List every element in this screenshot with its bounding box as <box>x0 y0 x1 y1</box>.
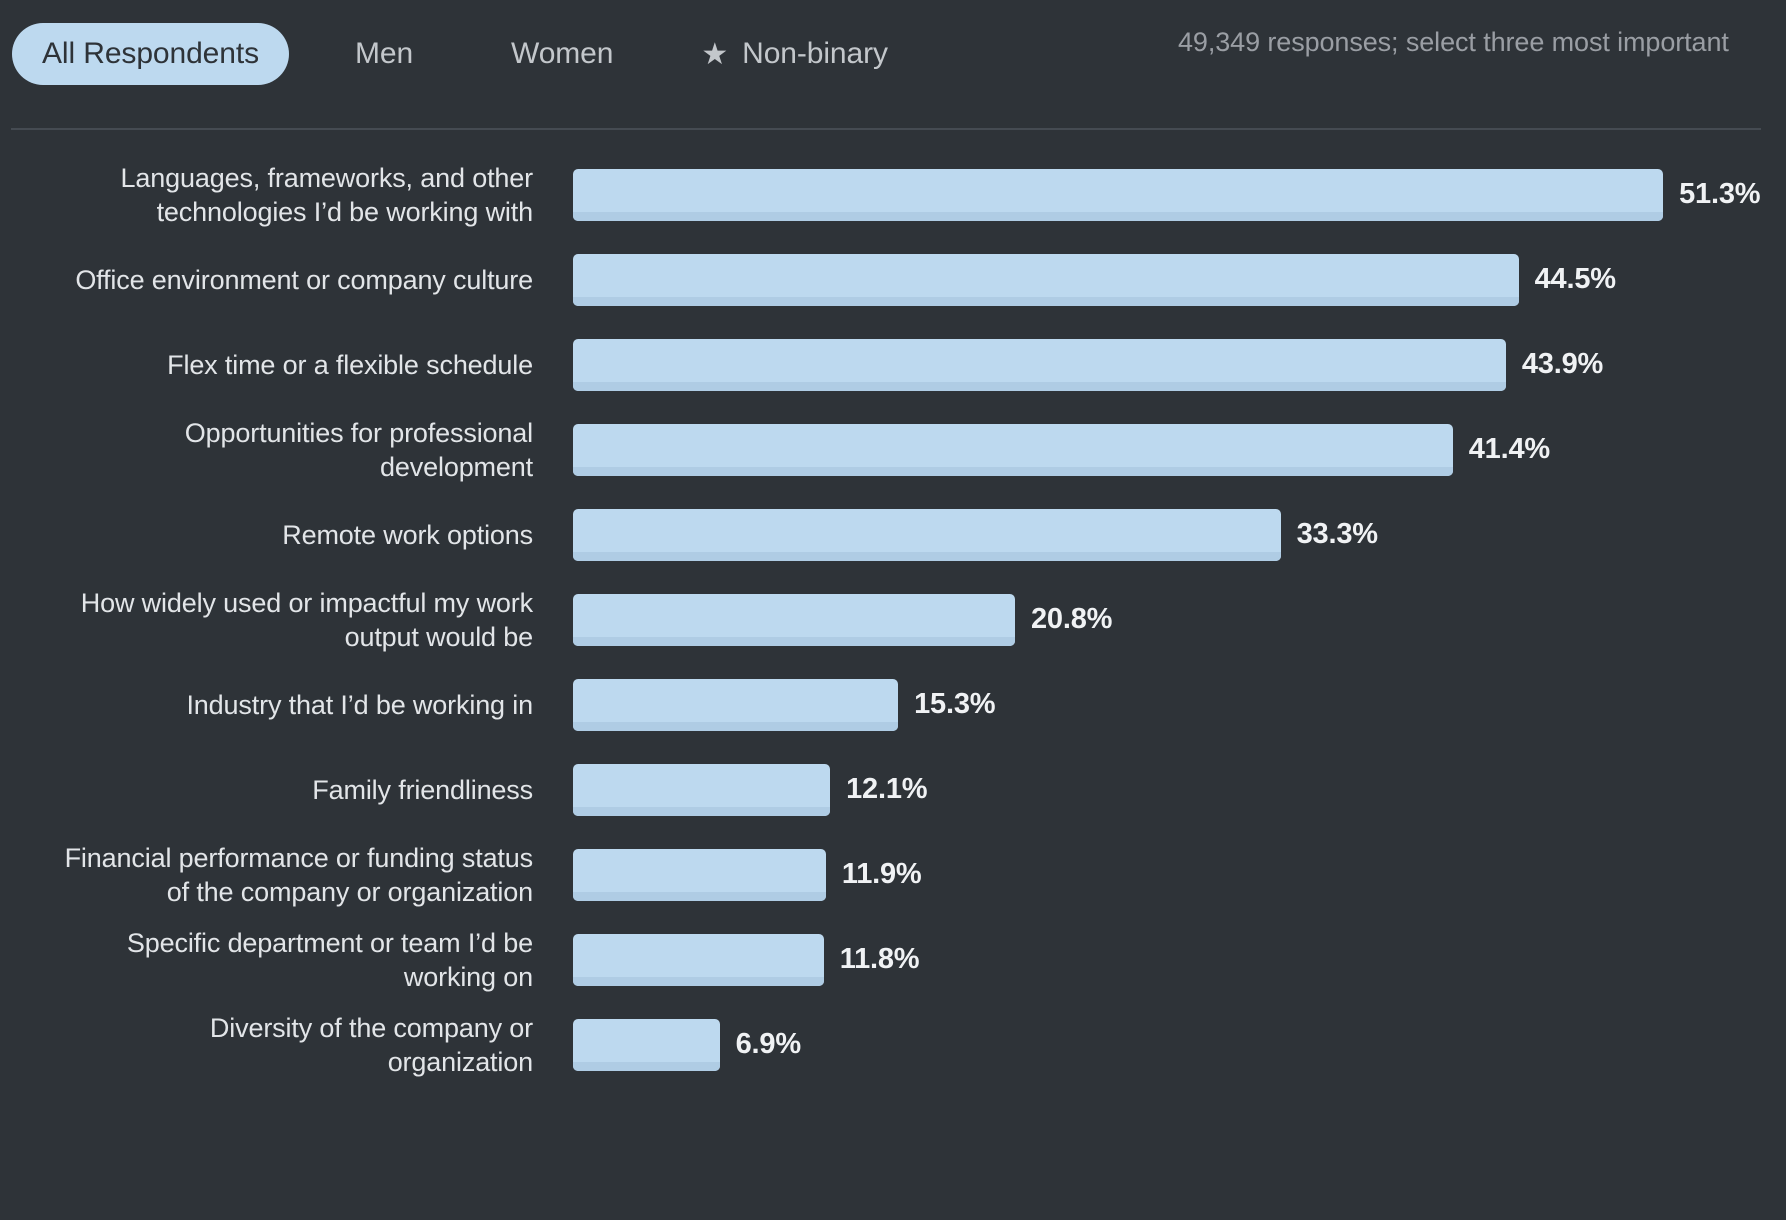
header-divider <box>11 128 1761 130</box>
bar-value-label: 43.9% <box>1521 348 1604 380</box>
tab-all-respondents[interactable]: All Respondents <box>12 23 289 85</box>
bar[interactable] <box>573 508 1281 561</box>
tab-men-label: Men <box>354 37 414 70</box>
bar-value-label: 41.4% <box>1468 433 1550 465</box>
bar[interactable] <box>573 933 824 986</box>
chart-row[interactable]: Flex time or a flexible schedule 43.9% <box>0 322 1786 407</box>
chart-row[interactable]: Family friendliness 12.1% <box>0 747 1786 832</box>
tab-men[interactable]: Men <box>325 23 443 85</box>
bar-category-label: Opportunities for professional developme… <box>184 417 533 482</box>
bar[interactable] <box>573 168 1664 221</box>
chart-row[interactable]: Diversity of the company or organization… <box>0 1002 1786 1087</box>
bar-category-label: Industry that I’d be working in <box>186 689 533 720</box>
bar[interactable] <box>573 338 1506 391</box>
star-icon: ★ <box>701 38 729 71</box>
bar-category-label: Office environment or company culture <box>75 264 533 295</box>
bar-category-label: Specific department or team I’d be worki… <box>126 927 533 992</box>
chart-row[interactable]: Industry that I’d be working in 15.3% <box>0 662 1786 747</box>
bar-container: 41.4% <box>573 423 1550 476</box>
bar[interactable] <box>573 423 1453 476</box>
horizontal-bar-chart: Languages, frameworks, and other technol… <box>0 152 1786 1087</box>
bar[interactable] <box>573 253 1519 306</box>
bar-value-label: 20.8% <box>1031 603 1113 635</box>
tab-women[interactable]: Women <box>481 23 643 85</box>
tab-women-label: Women <box>511 37 614 70</box>
tab-non-binary-label: Non-binary <box>742 37 888 70</box>
bar-category-label: Diversity of the company or organization <box>209 1012 533 1077</box>
bar[interactable] <box>573 678 899 731</box>
bar-value-label: 15.3% <box>914 688 996 720</box>
response-note: 49,349 responses; select three most impo… <box>1178 27 1729 57</box>
bar-container: 15.3% <box>573 678 996 731</box>
chart-row[interactable]: Financial performance or funding status … <box>0 832 1786 917</box>
bar-container: 33.3% <box>573 508 1378 561</box>
bar[interactable] <box>573 763 831 816</box>
tab-non-binary[interactable]: ★ Non-binary <box>671 23 918 85</box>
bar-category-label: Flex time or a flexible schedule <box>167 349 533 380</box>
bar-value-label: 11.8% <box>839 943 920 975</box>
chart-row[interactable]: Languages, frameworks, and other technol… <box>0 152 1786 237</box>
bar-container: 6.9% <box>573 1018 802 1071</box>
bar-container: 44.5% <box>573 253 1616 306</box>
bar-value-label: 33.3% <box>1296 518 1378 550</box>
bar[interactable] <box>573 593 1015 646</box>
chart-row[interactable]: Office environment or company culture 44.… <box>0 237 1786 322</box>
bar-value-label: 12.1% <box>846 773 928 805</box>
bar-value-label: 11.9% <box>841 858 922 890</box>
bar-category-label: Remote work options <box>282 519 533 550</box>
bar-value-label: 51.3% <box>1679 178 1761 210</box>
chart-row[interactable]: Specific department or team I’d be worki… <box>0 917 1786 1002</box>
chart-row[interactable]: Opportunities for professional developme… <box>0 407 1786 492</box>
bar-container: 51.3% <box>573 168 1761 221</box>
bar[interactable] <box>573 1018 720 1071</box>
bar-category-label: Family friendliness <box>312 774 533 805</box>
bar-container: 11.8% <box>573 933 920 986</box>
chart-row[interactable]: How widely used or impactful my work out… <box>0 577 1786 662</box>
chart-row[interactable]: Remote work options 33.3% <box>0 492 1786 577</box>
bar-value-label: 6.9% <box>735 1028 802 1060</box>
bar-container: 11.9% <box>573 848 922 901</box>
bar-container: 43.9% <box>573 338 1604 391</box>
respondent-tab-bar: All Respondents Men Women ★ Non-binary 4… <box>0 0 1786 108</box>
bar[interactable] <box>573 848 826 901</box>
bar-value-label: 44.5% <box>1534 263 1616 295</box>
bar-container: 20.8% <box>573 593 1113 646</box>
tab-all-respondents-label: All Respondents <box>42 37 259 70</box>
bar-category-label: Financial performance or funding status … <box>64 842 534 907</box>
bar-category-label: How widely used or impactful my work out… <box>80 587 533 652</box>
bar-category-label: Languages, frameworks, and other technol… <box>120 162 534 227</box>
bar-container: 12.1% <box>573 763 928 816</box>
